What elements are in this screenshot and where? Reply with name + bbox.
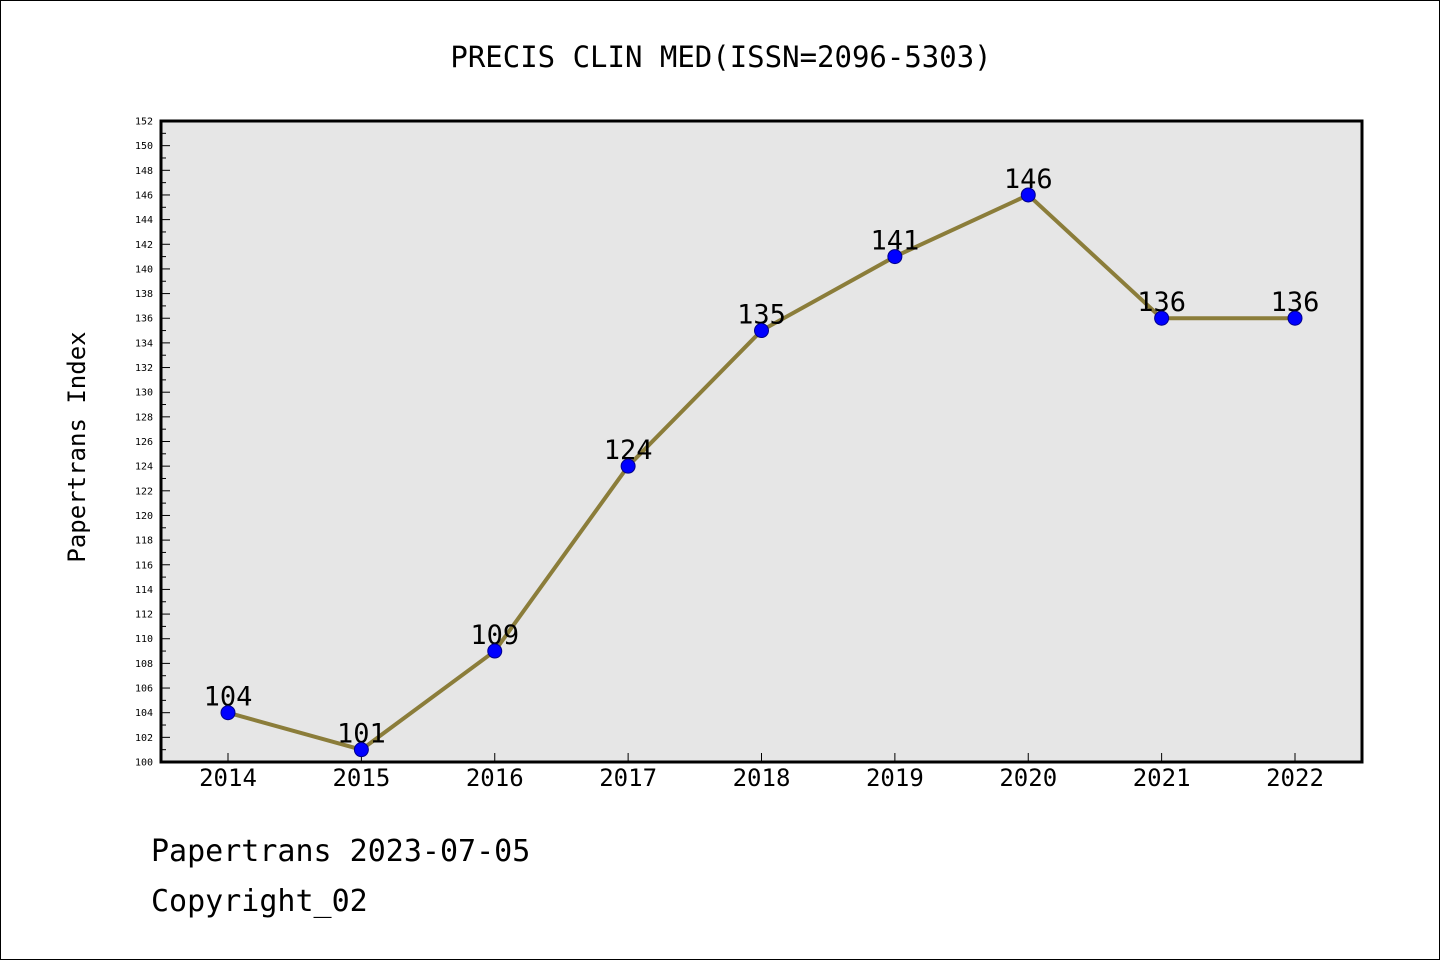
y-tick-label: 118 — [135, 536, 153, 547]
x-tick-label: 2015 — [332, 764, 390, 792]
y-tick-label: 100 — [135, 758, 153, 769]
footer-date: Papertrans 2023-07-05 — [151, 834, 531, 869]
x-tick-label: 2021 — [1133, 764, 1191, 792]
y-tick-label: 150 — [135, 141, 153, 152]
data-point — [1154, 310, 1170, 326]
y-tick-label: 152 — [135, 117, 153, 128]
y-tick-label: 132 — [135, 363, 153, 374]
plot-area — [161, 121, 1362, 762]
data-point — [887, 249, 903, 265]
y-tick-label: 148 — [135, 166, 153, 177]
data-point — [620, 458, 636, 474]
y-tick-label: 110 — [135, 634, 153, 645]
data-point — [353, 742, 369, 758]
y-axis-label: Papertrans Index — [63, 331, 91, 562]
x-tick-label: 2019 — [866, 764, 924, 792]
y-tick-label: 122 — [135, 486, 153, 497]
data-point — [1020, 187, 1036, 203]
plot-border — [159, 119, 1364, 764]
chart-title: PRECIS CLIN MED(ISSN=2096-5303) — [450, 40, 991, 74]
y-tick-label: 120 — [135, 511, 153, 522]
y-tick-label: 134 — [135, 338, 153, 349]
x-tick-label: 2020 — [999, 764, 1057, 792]
data-point — [754, 323, 769, 339]
y-tick-label: 114 — [135, 585, 153, 596]
y-tick-label: 124 — [135, 462, 153, 473]
x-tick-label: 2017 — [599, 764, 657, 792]
y-tick-label: 108 — [135, 659, 153, 670]
x-tick-label: 2016 — [466, 764, 524, 792]
y-tick-label: 106 — [135, 684, 153, 695]
footer-copyright: Copyright_02 — [151, 884, 368, 919]
data-point — [220, 705, 236, 721]
x-tick-label: 2022 — [1266, 764, 1324, 792]
y-tick-label: 136 — [135, 314, 153, 325]
y-tick-label: 140 — [135, 264, 153, 275]
y-tick-label: 102 — [135, 733, 153, 744]
y-tick-label: 138 — [135, 289, 153, 300]
y-tick-label: 126 — [135, 437, 153, 448]
y-tick-label: 130 — [135, 388, 153, 399]
y-tick-label: 144 — [135, 215, 153, 226]
y-tick-label: 146 — [135, 190, 153, 201]
x-tick-label: 2018 — [733, 764, 791, 792]
y-tick-label: 116 — [135, 560, 153, 571]
y-tick-label: 142 — [135, 240, 153, 251]
data-point — [1287, 310, 1303, 326]
x-tick-label: 2014 — [199, 764, 257, 792]
y-tick-label: 104 — [135, 708, 153, 719]
data-point — [487, 643, 503, 659]
y-tick-label: 112 — [135, 610, 153, 621]
y-tick-label: 128 — [135, 412, 153, 423]
